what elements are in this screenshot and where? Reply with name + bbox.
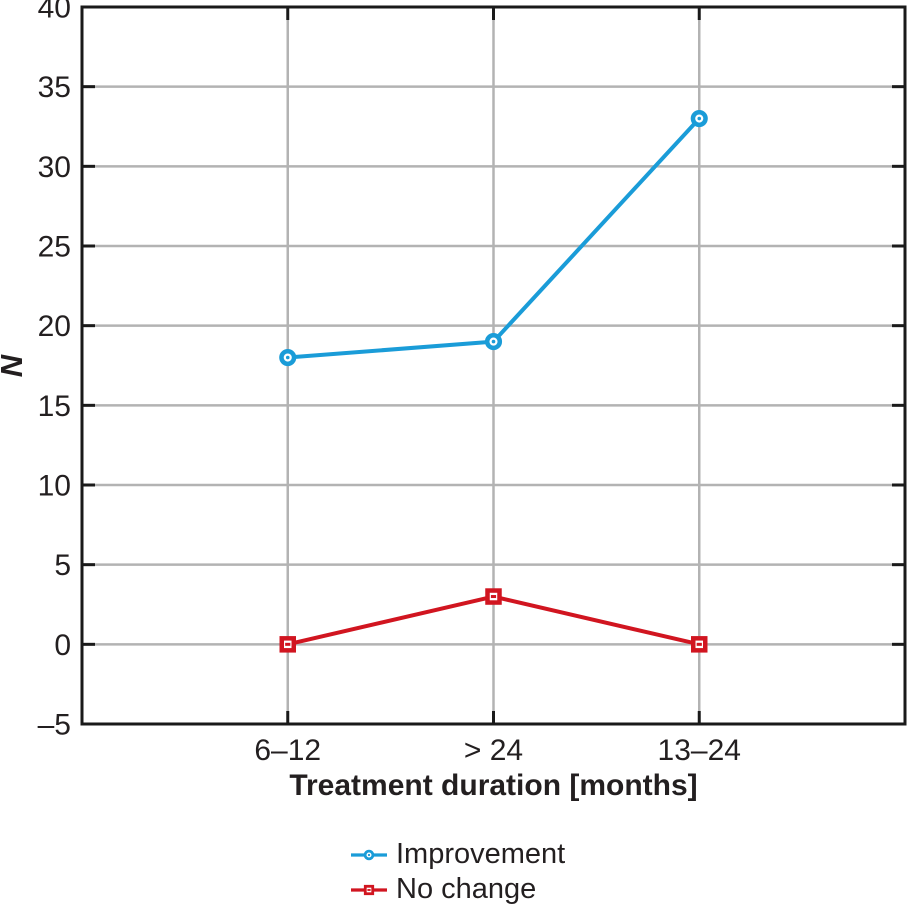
y-axis-title: N: [0, 334, 29, 398]
legend: Improvement No change: [350, 837, 565, 907]
legend-item-improvement: Improvement: [350, 837, 565, 872]
y-tick-label: 25: [38, 231, 71, 264]
legend-item-no-change: No change: [350, 872, 565, 907]
y-tick-label: 20: [38, 310, 71, 343]
no-change-line-marker-icon: [351, 884, 387, 895]
y-tick-label: 10: [38, 470, 71, 503]
y-tick-label: 35: [38, 71, 71, 104]
y-tick-label: 15: [38, 390, 71, 423]
x-tick-label: > 24: [464, 734, 523, 767]
x-tick-label: 6–12: [254, 734, 321, 767]
legend-label-no-change: No change: [396, 873, 537, 905]
y-tick-label: 5: [54, 549, 71, 582]
y-tick-label: –5: [38, 709, 71, 742]
y-tick-label: 40: [38, 0, 71, 25]
y-tick-label: 0: [54, 629, 71, 662]
y-tick-label: 30: [38, 151, 71, 184]
legend-label-improvement: Improvement: [396, 838, 566, 870]
x-tick-label: 13–24: [658, 734, 741, 767]
improvement-line-marker-icon: [351, 849, 387, 860]
x-axis-title: Treatment duration [months]: [289, 769, 698, 802]
